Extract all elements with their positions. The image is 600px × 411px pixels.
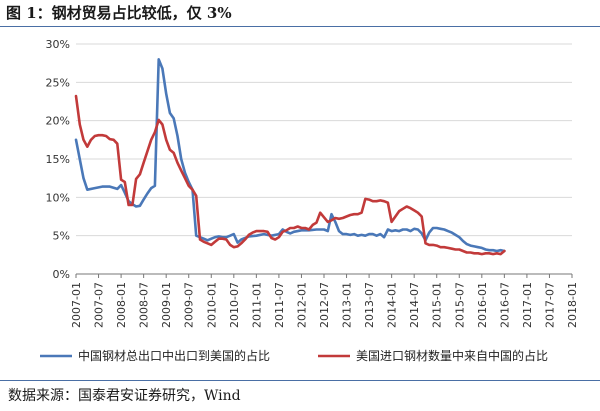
x-tick-label: 2012-07 bbox=[318, 282, 331, 328]
x-tick-label: 2013-07 bbox=[363, 282, 376, 328]
x-tick-label: 2011-07 bbox=[273, 282, 286, 328]
legend-label-2: 美国进口钢材数量中来自中国的占比 bbox=[356, 348, 548, 363]
y-tick-label: 5% bbox=[53, 230, 70, 243]
x-tick-label: 2012-01 bbox=[295, 282, 308, 328]
y-tick-label: 10% bbox=[46, 191, 70, 204]
y-tick-label: 25% bbox=[46, 76, 70, 89]
x-tick-label: 2007-01 bbox=[70, 282, 83, 328]
bottom-rule bbox=[0, 380, 600, 381]
legend-label-1: 中国钢材总出口中出口到美国的占比 bbox=[78, 348, 270, 363]
x-tick-label: 2015-01 bbox=[431, 282, 444, 328]
figure-title: 图 1：钢材贸易占比较低，仅 3% bbox=[6, 4, 232, 22]
x-tick-label: 2015-07 bbox=[453, 282, 466, 328]
top-rule bbox=[0, 26, 600, 27]
source-note: 数据来源：国泰君安证券研究，Wind bbox=[8, 388, 241, 404]
y-tick-label: 15% bbox=[46, 153, 70, 166]
x-tick-label: 2009-01 bbox=[160, 282, 173, 328]
x-tick-label: 2013-01 bbox=[341, 282, 354, 328]
x-tick-label: 2010-07 bbox=[228, 282, 241, 328]
series-line-2 bbox=[74, 94, 506, 256]
x-tick-label: 2014-01 bbox=[386, 282, 399, 328]
x-tick-label: 2014-07 bbox=[408, 282, 421, 328]
x-tick-label: 2010-01 bbox=[205, 282, 218, 328]
line-chart: 0% 5% 10% 15% 20% 25% 30% 2007-01 2007-07 2008-01… bbox=[40, 38, 579, 363]
x-tick-label: 2011-01 bbox=[250, 282, 263, 328]
y-tick-label: 30% bbox=[46, 38, 70, 51]
y-tick-label: 0% bbox=[53, 268, 70, 281]
x-tick-label: 2017-07 bbox=[543, 282, 556, 328]
series-line-1 bbox=[74, 58, 506, 253]
x-tick-label: 2008-07 bbox=[138, 282, 151, 328]
y-tick-label: 20% bbox=[46, 115, 70, 128]
x-tick-label: 2016-01 bbox=[476, 282, 489, 328]
x-tick-label: 2008-01 bbox=[115, 282, 128, 328]
x-tick-label: 2016-07 bbox=[498, 282, 511, 328]
x-tick-label: 2018-01 bbox=[566, 282, 579, 328]
x-tick-label: 2007-07 bbox=[93, 282, 106, 328]
x-tick-label: 2017-01 bbox=[521, 282, 534, 328]
x-tick-label: 2009-07 bbox=[183, 282, 196, 328]
